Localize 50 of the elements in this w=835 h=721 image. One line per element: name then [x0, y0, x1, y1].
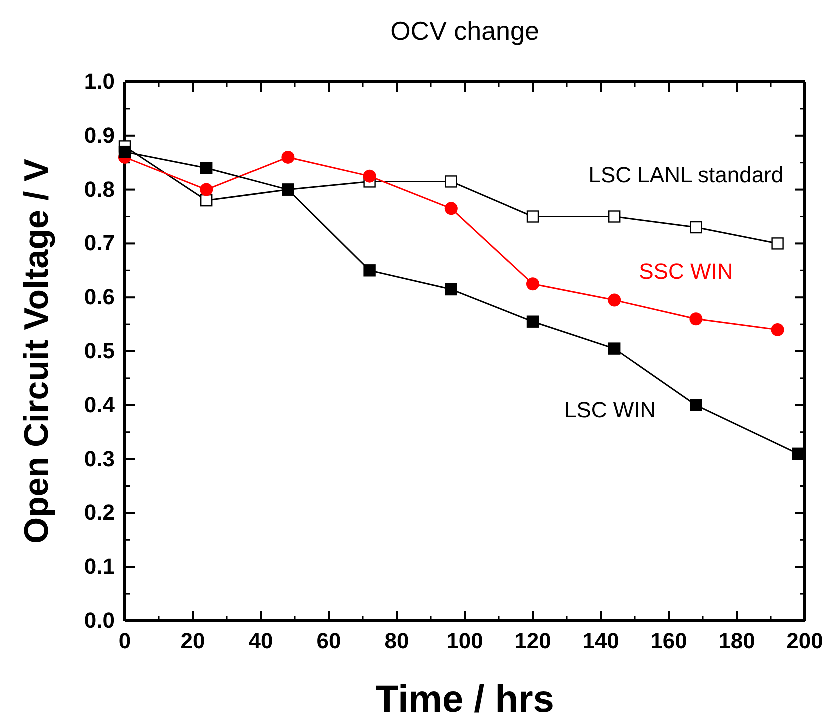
point: [118, 146, 132, 158]
point: [690, 312, 703, 326]
y-tick-label: 0.2: [84, 500, 115, 526]
y-tick-label: 0.6: [84, 284, 115, 310]
series-label: SSC WIN: [639, 259, 734, 284]
y-tick-label: 0.8: [84, 176, 115, 202]
point: [200, 194, 213, 207]
point: [526, 278, 540, 291]
point: [445, 283, 458, 296]
y-tick-label: 0.5: [84, 338, 115, 364]
x-tick-label: 160: [650, 628, 688, 654]
series-label: LSC WIN: [564, 397, 656, 422]
y-tick-label: 0.1: [84, 554, 115, 580]
point: [771, 323, 784, 336]
y-axis-title: Open Circuit Voltage / V: [18, 158, 56, 544]
point: [200, 183, 214, 196]
point: [526, 210, 540, 223]
point: [200, 162, 213, 174]
point: [526, 316, 540, 328]
x-tick-label: 40: [248, 628, 274, 654]
point: [690, 399, 702, 412]
point: [363, 170, 376, 183]
point: [608, 342, 621, 355]
x-tick-label: 100: [446, 628, 484, 654]
point: [444, 202, 458, 216]
x-tick-label: 80: [384, 628, 410, 654]
point: [445, 176, 458, 188]
x-tick-label: 0: [118, 628, 132, 654]
y-tick-label: 0.3: [84, 446, 115, 472]
y-tick-label: 0.0: [84, 608, 115, 634]
point: [772, 238, 784, 250]
y-tick-label: 0.9: [84, 122, 115, 148]
y-tick-label: 1.0: [84, 69, 115, 94]
legend-label: LSC LANL standard: [588, 162, 784, 188]
chart-title: OCV change: [390, 16, 540, 46]
x-tick-label: 140: [582, 628, 620, 654]
point: [608, 210, 621, 223]
x-tick-label: 200: [786, 628, 824, 654]
y-tick-label: 0.7: [84, 230, 115, 256]
x-tick-label: 180: [718, 628, 756, 654]
point: [608, 294, 622, 307]
x-tick-label: 60: [316, 628, 342, 654]
x-tick-label: 120: [514, 628, 552, 654]
point: [282, 150, 295, 164]
point: [690, 221, 702, 234]
y-tick-label: 0.4: [84, 392, 116, 418]
x-tick-label: 20: [180, 628, 206, 654]
x-axis-title: Time / hrs: [376, 679, 554, 721]
point: [364, 264, 376, 277]
point: [792, 448, 804, 460]
